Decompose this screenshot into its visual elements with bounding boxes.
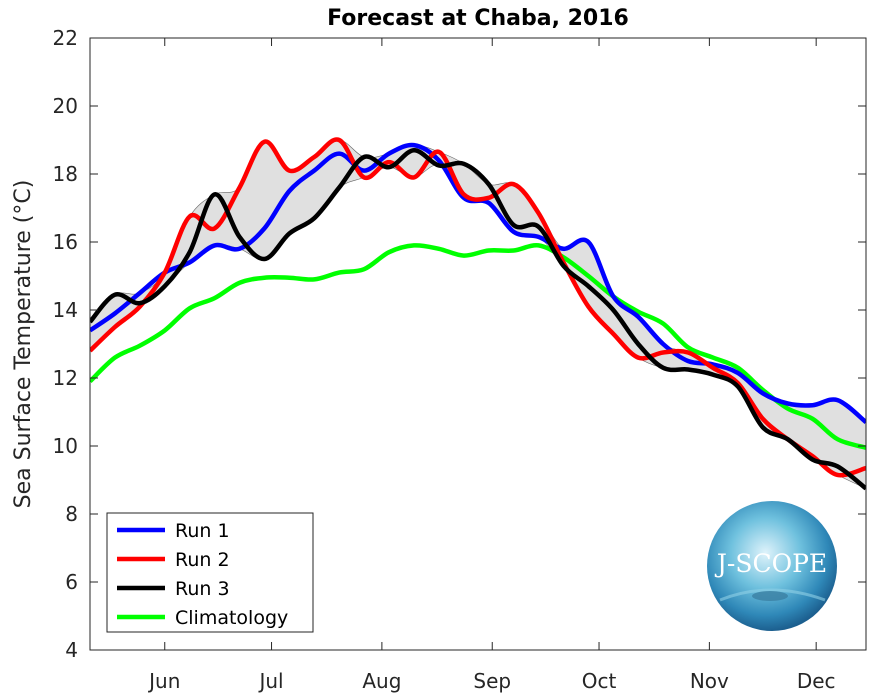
x-tick-label: Sep [473,669,511,693]
ensemble-envelope [90,139,866,489]
chart-title: Forecast at Chaba, 2016 [327,6,629,31]
x-tick-label: Nov [690,669,729,693]
y-tick-label: 20 [53,94,78,118]
y-tick-label: 18 [53,162,78,186]
logo: J-SCOPE [707,501,837,631]
x-tick-label: Dec [797,669,836,693]
y-axis-label: Sea Surface Temperature (°C) [11,180,36,509]
logo-text: J-SCOPE [714,549,827,578]
y-tick-label: 4 [65,638,78,662]
y-tick-label: 14 [53,298,78,322]
y-tick-label: 12 [53,366,78,390]
plot-frame [89,37,867,651]
y-tick-label: 22 [53,26,78,50]
legend-label: Run 1 [175,520,230,542]
x-tick-label: Aug [362,669,401,693]
series-line-run-3 [90,147,866,491]
legend-label: Climatology [175,607,288,629]
y-tick-label: 16 [53,230,78,254]
legend-label: Run 3 [175,578,230,600]
series-line-run-2 [90,137,866,478]
x-tick-label: Jul [257,669,283,693]
x-tick-label: Oct [582,669,617,693]
y-tick-label: 6 [65,570,78,594]
series-line-climatology [90,243,866,450]
legend: Run 1 Run 2 Run 3 Climatology [106,512,314,633]
x-tick-label: Jun [147,669,180,693]
y-tick-label: 8 [65,502,78,526]
legend-label: Run 2 [175,549,230,571]
y-tick-label: 10 [53,434,78,458]
